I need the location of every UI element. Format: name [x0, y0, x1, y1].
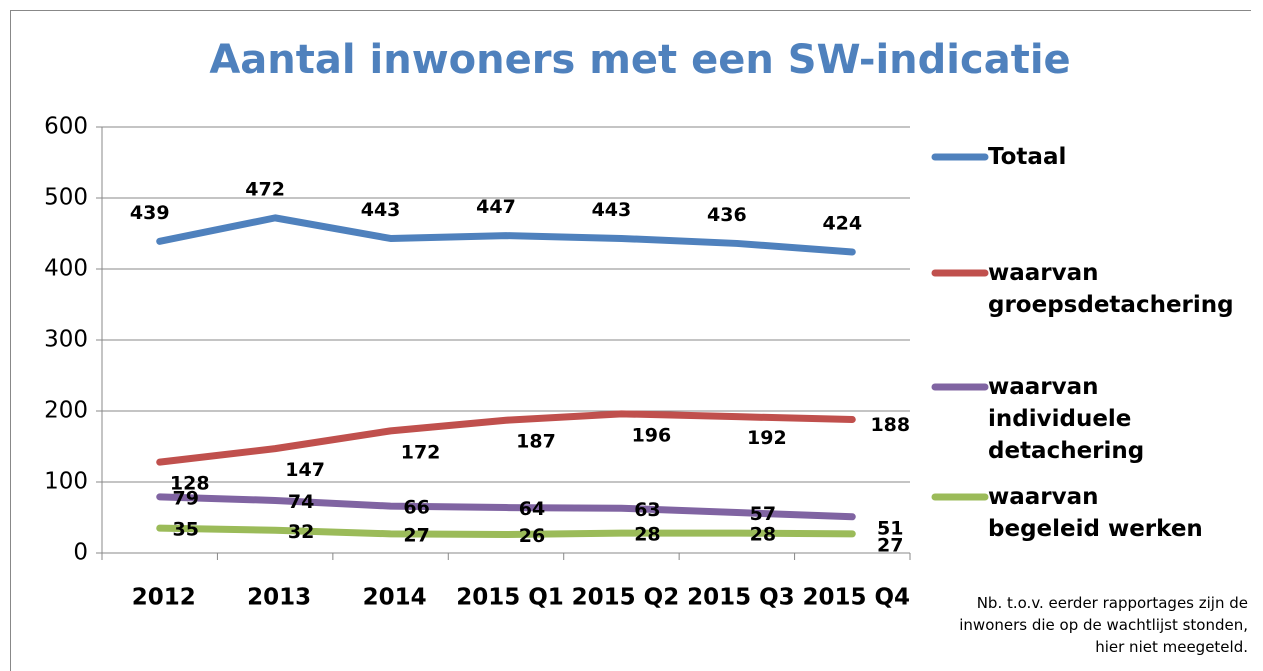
legend-label: waarvan individuele detachering	[988, 374, 1145, 464]
chart-title: Aantal inwoners met een SW-indicatie	[209, 37, 1070, 83]
data-label: 27	[403, 524, 429, 546]
series-line	[156, 214, 856, 256]
data-label: 443	[592, 199, 632, 221]
legend-label: Totaal	[988, 144, 1067, 170]
data-label: 26	[519, 525, 545, 547]
series-line	[156, 410, 856, 466]
data-label: 439	[130, 202, 170, 224]
y-tick-label: 0	[73, 540, 88, 566]
legend-label: waarvan groepsdetachering	[988, 260, 1234, 318]
x-tick-label: 2015 Q4	[802, 585, 910, 611]
data-label: 28	[750, 524, 776, 546]
data-label: 443	[361, 199, 401, 221]
data-label: 196	[632, 424, 672, 446]
data-label: 472	[245, 178, 285, 200]
x-tick-label: 2012	[132, 585, 196, 611]
data-label: 79	[172, 487, 198, 509]
x-tick-label: 2015 Q1	[456, 585, 564, 611]
data-label: 63	[634, 499, 660, 521]
x-tick-label: 2015 Q3	[687, 585, 795, 611]
data-label: 447	[476, 196, 516, 218]
data-label: 172	[401, 441, 441, 463]
y-tick-label: 100	[44, 469, 88, 495]
data-label: 27	[877, 534, 903, 556]
y-tick-label: 300	[44, 327, 88, 353]
data-label: 64	[519, 498, 545, 520]
chart-frame	[10, 10, 1251, 671]
series-line	[156, 493, 856, 521]
x-tick-label: 2014	[363, 585, 427, 611]
series-line	[156, 524, 856, 539]
y-tick-label: 400	[44, 256, 88, 282]
data-label: 424	[822, 212, 862, 234]
x-tick-label: 2015 Q2	[572, 585, 680, 611]
y-tick-label: 500	[44, 185, 88, 211]
data-label: 57	[750, 503, 776, 525]
data-label: 187	[516, 431, 556, 453]
data-label: 28	[634, 524, 660, 546]
data-label: 74	[288, 491, 314, 513]
data-label: 436	[707, 204, 747, 226]
x-tick-label: 2013	[247, 585, 311, 611]
data-label: 66	[403, 497, 429, 519]
data-label: 192	[747, 427, 787, 449]
data-label: 188	[870, 414, 910, 436]
data-label: 35	[172, 519, 198, 541]
data-label: 32	[288, 521, 314, 543]
y-tick-label: 200	[44, 398, 88, 424]
data-label: 128	[170, 473, 210, 495]
data-label: 51	[877, 517, 903, 539]
note: Nb. t.o.v. eerder rapportages zijn de in…	[959, 594, 1248, 656]
data-label: 147	[285, 459, 325, 481]
y-tick-label: 600	[44, 114, 88, 140]
legend-label: waarvan begeleid werken	[988, 484, 1203, 542]
